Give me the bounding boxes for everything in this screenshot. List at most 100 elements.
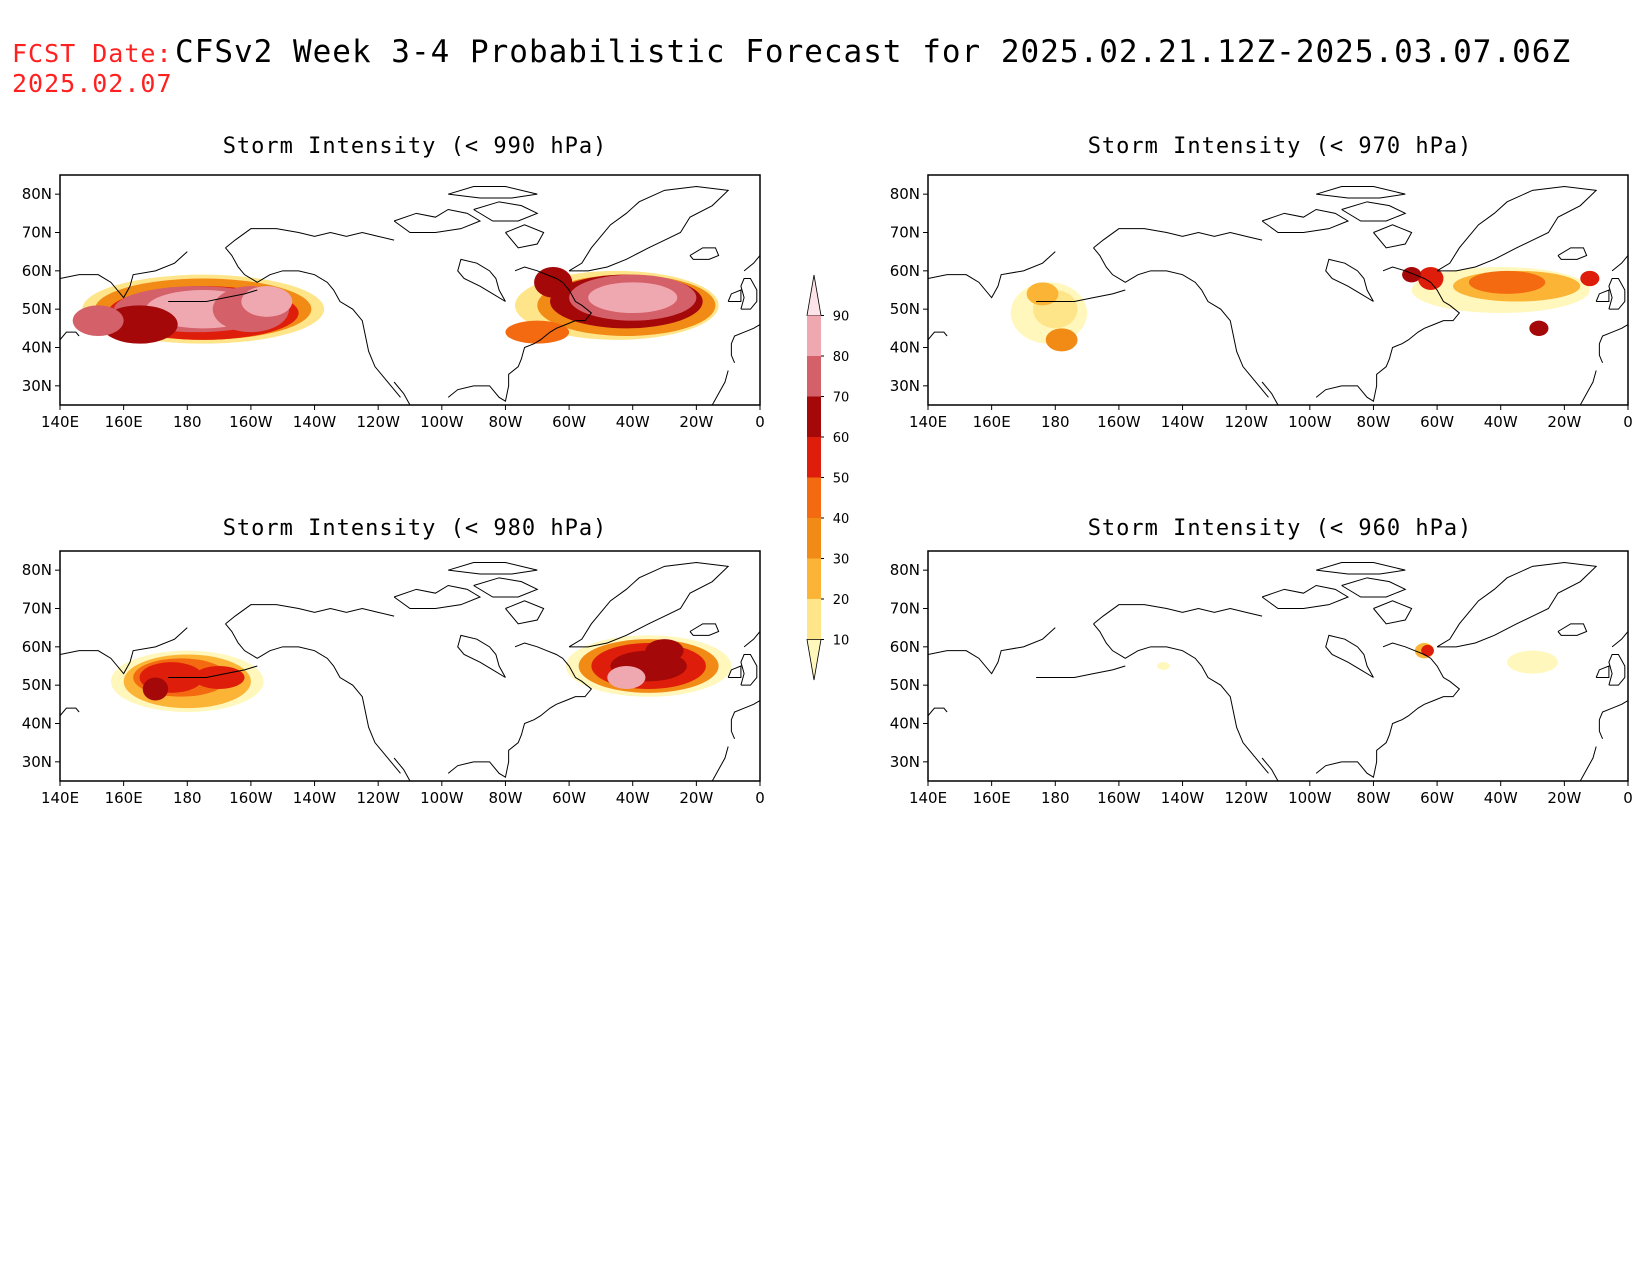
lon-tick-label: 120W — [1224, 789, 1268, 807]
lon-tick-label: 20W — [1547, 413, 1581, 431]
lat-tick-label: 60N — [22, 638, 52, 656]
coastline — [727, 289, 742, 302]
colorbar-label: 70 — [833, 391, 850, 406]
lon-tick-label: 140W — [293, 413, 337, 431]
coastline — [568, 561, 730, 648]
coastline — [473, 577, 539, 598]
coastline — [1579, 370, 1597, 405]
lon-tick-label: 160E — [973, 413, 1011, 431]
coastline — [1557, 247, 1588, 260]
lon-tick-label: 160W — [1097, 789, 1141, 807]
colorbar-box — [807, 477, 821, 518]
lon-tick-label: 100W — [1288, 789, 1332, 807]
coastline — [1036, 289, 1126, 302]
lat-tick-label: 70N — [22, 600, 52, 618]
lon-tick-label: 160E — [105, 413, 143, 431]
coastline — [730, 324, 760, 364]
lon-tick-label: 60W — [552, 413, 586, 431]
coastline — [689, 623, 720, 636]
lon-tick-label: 0 — [1623, 789, 1633, 807]
lat-tick-label: 50N — [890, 676, 920, 694]
coastline — [1316, 186, 1406, 199]
lon-tick-label: 140E — [909, 789, 947, 807]
map-panel-970: 80N 70N 60N 50N 40N 30N 140E 160E 180 160W 140W 120… — [890, 174, 1633, 431]
probability-area — [1421, 644, 1434, 657]
lon-tick-label: 160E — [973, 789, 1011, 807]
lon-tick-label: 80W — [1356, 413, 1390, 431]
coastline — [1315, 642, 1461, 778]
coastline — [225, 228, 395, 249]
lat-tick-label: 80N — [890, 185, 920, 203]
lat-tick-label: 80N — [22, 185, 52, 203]
lon-tick-label: 40W — [616, 789, 650, 807]
lon-tick-label: 140W — [1161, 413, 1205, 431]
coastline — [448, 186, 538, 199]
coastline — [168, 289, 258, 302]
coastline — [1373, 600, 1413, 625]
coastline — [740, 278, 758, 310]
coastline — [1611, 631, 1628, 648]
coastline — [225, 604, 395, 625]
coastline — [1093, 604, 1263, 625]
panel-title-990: Storm Intensity (< 990 hPa) — [223, 134, 608, 159]
lon-tick-label: 120W — [356, 789, 400, 807]
map-panel-980: 80N 70N 60N 50N 40N 30N 140E 160E 180 160W 140W 120… — [22, 550, 765, 807]
lon-tick-label: 20W — [679, 789, 713, 807]
probability-area — [534, 267, 573, 298]
lon-tick-label: 80W — [488, 413, 522, 431]
coastline — [689, 247, 720, 260]
coastline — [740, 654, 758, 686]
coastline — [473, 201, 539, 222]
colorbar-cap — [806, 639, 822, 681]
lon-tick-label: 160W — [1097, 413, 1141, 431]
probability-area — [142, 677, 169, 701]
coastline — [447, 266, 593, 402]
colorbar-box — [807, 356, 821, 397]
coastline — [1373, 224, 1413, 249]
probability-area — [1529, 320, 1549, 337]
coastline — [393, 757, 411, 781]
map-frame — [59, 174, 761, 406]
coastline — [1611, 255, 1628, 272]
coastline — [743, 255, 760, 272]
map-frame — [927, 550, 1629, 782]
colorbar-box — [807, 396, 821, 437]
probability-area — [607, 666, 646, 689]
lon-tick-label: 80W — [488, 789, 522, 807]
coastline — [1579, 746, 1597, 781]
coastline — [1598, 324, 1628, 364]
panel-title-970: Storm Intensity (< 970 hPa) — [1088, 134, 1473, 159]
coastline — [1315, 266, 1461, 402]
coastline — [1093, 623, 1269, 774]
coastline — [1341, 577, 1407, 598]
coastline — [1261, 584, 1350, 609]
coastline — [1093, 228, 1263, 249]
probability-area — [645, 639, 684, 663]
lat-tick-label: 50N — [22, 300, 52, 318]
colorbar-box — [807, 599, 821, 640]
coastline — [225, 247, 401, 398]
lon-tick-label: 60W — [552, 789, 586, 807]
map-frame — [59, 550, 761, 782]
lon-tick-label: 0 — [755, 789, 765, 807]
probability-area — [505, 320, 570, 344]
lat-tick-label: 50N — [22, 676, 52, 694]
colorbar-box — [807, 437, 821, 478]
coastline — [1436, 185, 1598, 272]
lon-tick-label: 180 — [173, 789, 202, 807]
coastline — [393, 208, 482, 233]
lon-tick-label: 160W — [229, 789, 273, 807]
coastline — [1341, 201, 1407, 222]
coastline — [1608, 654, 1626, 686]
lat-tick-label: 80N — [890, 561, 920, 579]
coastline — [1325, 258, 1374, 302]
coastline — [928, 331, 948, 341]
lon-tick-label: 60W — [1420, 413, 1454, 431]
coastline — [711, 746, 729, 781]
colorbar-box — [807, 315, 821, 356]
lat-tick-label: 60N — [890, 638, 920, 656]
coastline — [928, 707, 948, 717]
coastline — [743, 631, 760, 648]
lon-tick-label: 180 — [1041, 413, 1070, 431]
coastline — [168, 665, 258, 678]
